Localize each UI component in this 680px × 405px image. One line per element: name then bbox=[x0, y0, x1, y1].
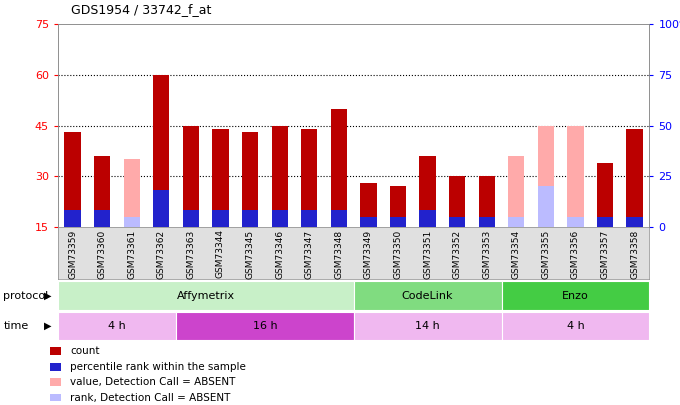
Bar bbox=[360, 217, 377, 227]
Bar bbox=[183, 126, 199, 227]
Text: GSM73362: GSM73362 bbox=[157, 229, 166, 279]
Bar bbox=[153, 75, 169, 227]
Bar bbox=[94, 210, 110, 227]
Text: GSM73354: GSM73354 bbox=[512, 229, 521, 279]
Text: GSM73361: GSM73361 bbox=[127, 229, 136, 279]
Bar bbox=[449, 176, 465, 227]
Text: GSM73351: GSM73351 bbox=[423, 229, 432, 279]
Bar bbox=[242, 132, 258, 227]
Text: ▶: ▶ bbox=[44, 291, 51, 301]
Text: GSM73363: GSM73363 bbox=[186, 229, 195, 279]
Bar bbox=[420, 210, 436, 227]
Text: rank, Detection Call = ABSENT: rank, Detection Call = ABSENT bbox=[70, 393, 231, 403]
Bar bbox=[502, 312, 649, 340]
Bar bbox=[65, 210, 81, 227]
Bar bbox=[301, 210, 318, 227]
Bar bbox=[242, 210, 258, 227]
Text: 16 h: 16 h bbox=[252, 321, 277, 331]
Bar bbox=[153, 190, 169, 227]
Bar bbox=[58, 312, 176, 340]
Bar bbox=[58, 281, 354, 310]
Text: GSM73358: GSM73358 bbox=[630, 229, 639, 279]
Text: Affymetrix: Affymetrix bbox=[177, 291, 235, 301]
Bar bbox=[626, 129, 643, 227]
Bar bbox=[420, 156, 436, 227]
Text: GSM73355: GSM73355 bbox=[541, 229, 550, 279]
Text: GSM73352: GSM73352 bbox=[453, 229, 462, 279]
Bar bbox=[508, 217, 524, 227]
Bar bbox=[538, 126, 554, 227]
Bar bbox=[50, 394, 61, 402]
Text: GDS1954 / 33742_f_at: GDS1954 / 33742_f_at bbox=[71, 3, 211, 16]
Text: GSM73353: GSM73353 bbox=[482, 229, 491, 279]
Text: GSM73345: GSM73345 bbox=[245, 229, 254, 279]
Bar bbox=[567, 217, 583, 227]
Bar bbox=[502, 281, 649, 310]
Bar bbox=[508, 156, 524, 227]
Bar bbox=[479, 176, 495, 227]
Text: GSM73349: GSM73349 bbox=[364, 229, 373, 279]
Bar bbox=[301, 129, 318, 227]
Text: GSM73356: GSM73356 bbox=[571, 229, 580, 279]
Text: GSM73344: GSM73344 bbox=[216, 229, 225, 278]
Bar bbox=[183, 210, 199, 227]
Text: GSM73359: GSM73359 bbox=[68, 229, 77, 279]
Bar bbox=[94, 156, 110, 227]
Bar bbox=[271, 210, 288, 227]
Bar bbox=[354, 312, 502, 340]
Bar bbox=[479, 217, 495, 227]
Bar bbox=[330, 210, 347, 227]
Bar bbox=[354, 281, 502, 310]
Bar bbox=[597, 217, 613, 227]
Bar bbox=[597, 163, 613, 227]
Text: value, Detection Call = ABSENT: value, Detection Call = ABSENT bbox=[70, 377, 235, 387]
Bar bbox=[567, 126, 583, 227]
Bar bbox=[65, 132, 81, 227]
Bar bbox=[50, 362, 61, 371]
Text: 14 h: 14 h bbox=[415, 321, 440, 331]
Text: GSM73357: GSM73357 bbox=[600, 229, 609, 279]
Bar bbox=[449, 217, 465, 227]
Bar bbox=[212, 129, 228, 227]
Bar bbox=[124, 159, 140, 227]
Text: time: time bbox=[3, 321, 29, 331]
Bar bbox=[330, 109, 347, 227]
Bar bbox=[390, 186, 406, 227]
Text: GSM73348: GSM73348 bbox=[335, 229, 343, 279]
Text: GSM73347: GSM73347 bbox=[305, 229, 313, 279]
Bar bbox=[538, 186, 554, 227]
Text: ▶: ▶ bbox=[44, 321, 51, 331]
Text: 4 h: 4 h bbox=[566, 321, 584, 331]
Text: 4 h: 4 h bbox=[108, 321, 126, 331]
Text: GSM73360: GSM73360 bbox=[98, 229, 107, 279]
Text: Enzo: Enzo bbox=[562, 291, 589, 301]
Bar bbox=[50, 378, 61, 386]
Text: percentile rank within the sample: percentile rank within the sample bbox=[70, 362, 246, 372]
Text: protocol: protocol bbox=[3, 291, 49, 301]
Bar bbox=[124, 217, 140, 227]
Text: CodeLink: CodeLink bbox=[402, 291, 454, 301]
Bar bbox=[360, 183, 377, 227]
Bar bbox=[567, 217, 583, 227]
Bar bbox=[271, 126, 288, 227]
Bar bbox=[390, 217, 406, 227]
Text: count: count bbox=[70, 346, 100, 356]
Bar bbox=[626, 217, 643, 227]
Bar bbox=[50, 347, 61, 355]
Text: GSM73350: GSM73350 bbox=[394, 229, 403, 279]
Bar bbox=[212, 210, 228, 227]
Text: GSM73346: GSM73346 bbox=[275, 229, 284, 279]
Bar bbox=[176, 312, 354, 340]
